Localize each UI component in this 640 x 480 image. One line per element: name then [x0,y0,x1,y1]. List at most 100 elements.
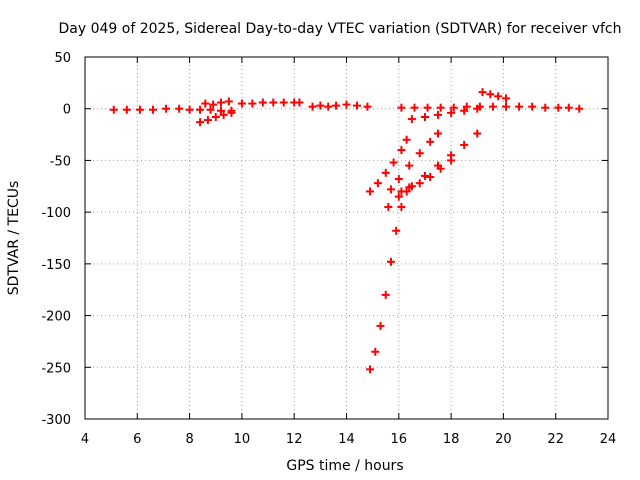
y-tick-label: -250 [41,361,71,376]
data-point [384,202,393,211]
data-points [109,88,584,374]
axis-ticks: 4 6 8 10 12 14 16 18 20 22 24 50 0 -50 -100 -150 -200 -25… [41,51,616,447]
data-point [420,112,429,121]
data-point [363,102,372,111]
x-tick-label: 12 [286,432,303,447]
data-point [366,187,375,196]
data-point [397,103,406,112]
data-point [162,104,171,113]
y-tick-label: -150 [41,258,71,273]
data-point [415,179,424,188]
data-point [196,105,205,114]
data-point [447,108,456,117]
data-point [462,102,471,111]
data-point [528,102,537,111]
data-point [376,321,385,330]
data-point [381,290,390,299]
data-point [316,101,325,110]
data-point [216,98,225,107]
data-point [402,135,411,144]
data-point [373,179,382,188]
data-point [258,98,267,107]
data-point [237,99,246,108]
data-point [407,115,416,124]
data-point [279,98,288,107]
data-point [392,226,401,235]
x-tick-label: 18 [443,432,460,447]
data-point [436,164,445,173]
data-point [494,92,503,101]
data-point [206,105,215,114]
y-axis-label: SDTVAR / TECUs [6,181,22,296]
data-point [185,105,194,114]
data-point [502,94,511,103]
data-point [436,103,445,112]
data-point [554,103,563,112]
data-point [148,105,157,114]
data-point [109,105,118,114]
y-tick-label: -200 [41,310,71,325]
data-point [434,129,443,138]
data-point [135,105,144,114]
data-point [426,137,435,146]
data-point [397,202,406,211]
data-point [515,102,524,111]
data-point [389,158,398,167]
data-point [209,100,218,109]
data-point [211,112,220,121]
x-tick-label: 6 [133,432,141,447]
data-point [295,98,304,107]
x-tick-label: 24 [600,432,617,447]
data-point [324,102,333,111]
data-point [386,185,395,194]
data-point [386,257,395,266]
data-point [478,88,487,97]
data-point [269,98,278,107]
data-point [473,129,482,138]
y-tick-label: 50 [54,51,71,66]
data-point [227,108,236,117]
data-point [426,172,435,181]
data-point [405,183,414,192]
data-point [394,175,403,184]
y-tick-label: -50 [50,154,71,169]
data-point [371,347,380,356]
data-point [397,146,406,155]
x-tick-label: 20 [495,432,512,447]
x-tick-label: 14 [338,432,355,447]
data-point [219,110,228,119]
x-tick-label: 16 [391,432,408,447]
x-tick-label: 8 [185,432,193,447]
chart-title: Day 049 of 2025, Sidereal Day-to-day VTE… [58,21,621,37]
data-point [203,116,212,125]
data-point [224,97,233,106]
data-point [423,103,432,112]
data-point [460,106,469,115]
data-point [564,103,573,112]
data-point [394,192,403,201]
y-tick-label: -100 [41,206,71,221]
data-point [366,365,375,374]
data-point [575,104,584,113]
data-point [434,110,443,119]
data-point [460,140,469,149]
y-tick-label: -300 [41,413,71,428]
x-tick-label: 22 [547,432,564,447]
data-point [449,103,458,112]
data-point [175,104,184,113]
data-point [216,106,225,115]
y-tick-label: 0 [63,103,71,118]
data-point [248,99,257,108]
data-point [381,168,390,177]
x-axis-label: GPS time / hours [286,458,403,474]
data-point [420,171,429,180]
data-point [410,103,419,112]
data-point [342,100,351,109]
data-point [397,187,406,196]
data-point [447,156,456,165]
data-point [488,102,497,111]
data-point [308,102,317,111]
data-point [332,101,341,110]
